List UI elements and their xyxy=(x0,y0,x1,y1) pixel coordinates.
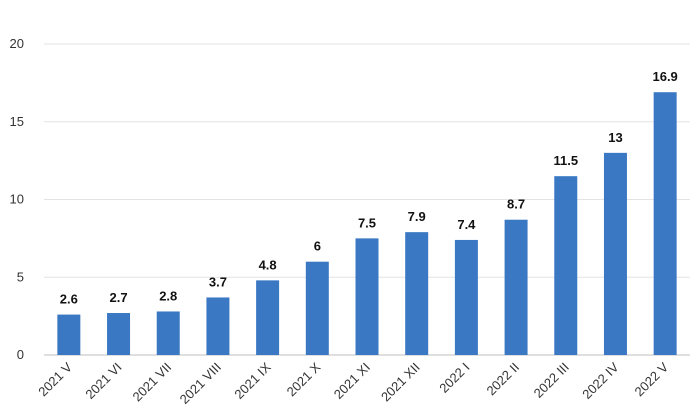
y-tick-label: 5 xyxy=(17,269,24,284)
bar xyxy=(454,239,478,355)
x-tick-label: 2022 III xyxy=(531,360,572,401)
data-label: 7.9 xyxy=(408,209,426,224)
x-tick-label: 2021 V xyxy=(35,359,75,399)
bar xyxy=(206,297,230,355)
bar xyxy=(107,313,131,355)
y-tick-label: 10 xyxy=(10,192,24,207)
data-label: 2.7 xyxy=(109,290,127,305)
x-tick-label: 2021 VIII xyxy=(177,360,224,407)
x-axis-ticks: 2021 V 2021 VI 2021 VII 2021 VIII 2021 IX 202… xyxy=(35,359,671,407)
y-tick-label: 20 xyxy=(10,36,24,51)
bar xyxy=(156,311,180,355)
data-label: 3.7 xyxy=(209,274,227,289)
bar xyxy=(603,152,627,355)
y-tick-label: 0 xyxy=(17,347,24,362)
data-label: 2.6 xyxy=(60,292,78,307)
y-axis-ticks: 0 5 10 15 20 xyxy=(10,36,24,362)
x-tick-label: 2021 VI xyxy=(82,360,124,402)
x-tick-label: 2021 XII xyxy=(378,360,423,405)
data-label: 7.5 xyxy=(358,215,376,230)
bar xyxy=(57,314,81,355)
x-tick-label: 2022 I xyxy=(436,360,472,396)
bar xyxy=(554,176,578,355)
bar xyxy=(355,238,379,355)
x-tick-label: 2022 II xyxy=(483,360,522,399)
data-label: 16.9 xyxy=(652,69,677,84)
x-tick-label: 2021 VII xyxy=(129,360,174,405)
data-label: 8.7 xyxy=(507,197,525,212)
x-tick-label: 2022 IV xyxy=(579,359,622,402)
bar xyxy=(653,92,677,355)
data-label: 4.8 xyxy=(259,257,277,272)
gridlines xyxy=(44,43,690,356)
bar xyxy=(305,261,329,355)
data-label: 7.4 xyxy=(457,217,476,232)
x-tick-label: 2022 V xyxy=(632,359,672,399)
y-tick-label: 15 xyxy=(10,114,24,129)
data-labels: 2.6 2.7 2.8 3.7 4.8 6 7.5 7.9 7.4 8.7 11.5 13 16.9 xyxy=(60,69,678,306)
x-tick-label: 2021 X xyxy=(284,359,324,399)
bar xyxy=(256,280,280,355)
data-label: 13 xyxy=(608,130,622,145)
data-label: 6 xyxy=(314,239,321,254)
bars xyxy=(57,92,677,355)
bar xyxy=(504,219,528,355)
bar xyxy=(405,232,429,355)
x-tick-label: 2021 XI xyxy=(331,360,373,402)
data-label: 2.8 xyxy=(159,288,177,303)
data-label: 11.5 xyxy=(553,153,578,168)
x-tick-label: 2021 IX xyxy=(231,359,274,402)
